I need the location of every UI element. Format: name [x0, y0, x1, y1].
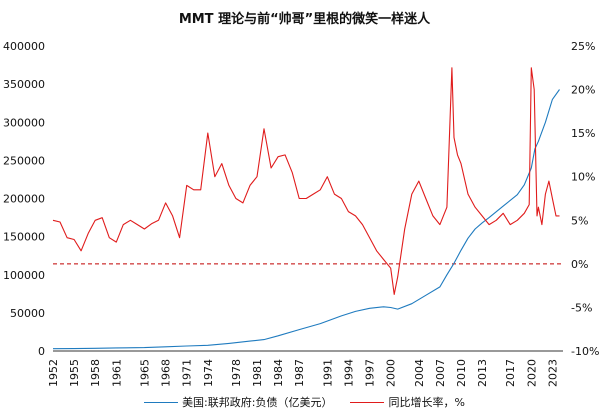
x-tick-label: 1987: [293, 359, 306, 387]
y-right-tick-label: 5%: [571, 214, 588, 227]
x-tick-label: 1961: [110, 359, 123, 387]
x-tick-label: 2013: [476, 359, 489, 387]
x-tick-label: 1974: [202, 359, 215, 387]
x-tick-label: 1978: [230, 359, 243, 387]
x-tick-label: 1981: [251, 359, 264, 387]
x-tick-label: 2010: [455, 359, 468, 387]
x-tick-label: 1991: [321, 359, 334, 387]
series-line-debt: [52, 89, 560, 350]
x-tick-label: 2017: [504, 359, 517, 387]
y-right-tick-label: 20%: [571, 84, 595, 97]
legend-item-debt: 美国:联邦政府:负债（亿美元）: [144, 394, 332, 410]
legend: 美国:联邦政府:负债（亿美元） 同比增长率，%: [0, 394, 609, 410]
x-tick-label: 2023: [546, 359, 559, 387]
legend-label-debt: 美国:联邦政府:负债（亿美元）: [182, 396, 333, 409]
series-line-growth: [52, 67, 560, 295]
x-tick-label: 1984: [272, 359, 285, 387]
x-tick-label: 1952: [47, 359, 60, 387]
y-left-tick-label: 50000: [10, 307, 45, 320]
x-tick-label: 1955: [68, 359, 81, 387]
x-tick-label: 2020: [525, 359, 538, 387]
y-left-tick-label: 250000: [3, 154, 45, 167]
tick-labels: 0 50000 100000 150000 200000 250000 300000 3500…: [3, 40, 599, 387]
legend-label-growth: 同比增长率，%: [388, 396, 465, 409]
x-tick-label: 1994: [342, 359, 355, 387]
y-right-tick-label: 10%: [571, 171, 595, 184]
series-group: [52, 67, 560, 350]
y-left-tick-label: 150000: [3, 231, 45, 244]
x-tick-label: 2004: [413, 359, 426, 387]
y-left-tick-label: 200000: [3, 193, 45, 206]
y-right-tick-label: 0%: [571, 258, 588, 271]
x-tick-label: 1965: [138, 359, 151, 387]
x-tick-label: 1968: [160, 359, 173, 387]
y-left-tick-label: 0: [38, 345, 45, 358]
y-right-tick-label: -5%: [571, 301, 592, 314]
y-right-tick-label: -10%: [571, 345, 599, 358]
y-left-tick-label: 400000: [3, 40, 45, 53]
x-tick-label: 1997: [364, 359, 377, 387]
x-tick-label: 1971: [181, 359, 194, 387]
y-right-tick-label: 15%: [571, 127, 595, 140]
y-left-tick-label: 300000: [3, 116, 45, 129]
x-tick-label: 1958: [89, 359, 102, 387]
x-tick-label: 2007: [434, 359, 447, 387]
y-left-tick-label: 350000: [3, 78, 45, 91]
x-tick-label: 2000: [385, 359, 398, 387]
legend-swatch-growth: [350, 401, 385, 403]
legend-item-growth: 同比增长率，%: [350, 394, 465, 410]
y-left-tick-label: 100000: [3, 269, 45, 282]
y-right-tick-label: 25%: [571, 40, 595, 53]
chart-title: MMT 理论与前“帅哥”里根的微笑一样迷人: [178, 12, 431, 27]
legend-swatch-debt: [144, 401, 179, 403]
